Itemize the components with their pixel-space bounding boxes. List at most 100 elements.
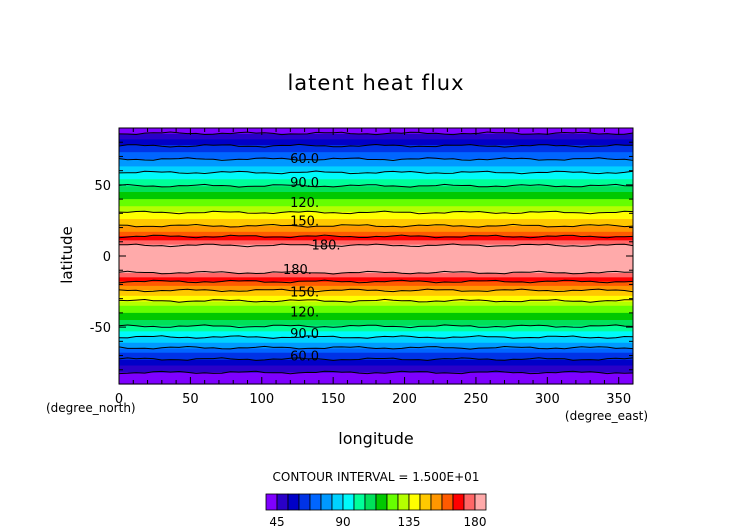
contour-band [119, 338, 633, 341]
contour-band [119, 277, 633, 280]
contour-band [119, 287, 633, 290]
contour-line [118, 324, 634, 329]
contour-band [119, 322, 633, 325]
x-tick-label: 50 [182, 392, 199, 407]
contour-band [119, 163, 633, 166]
colorbar-swatch [408, 493, 421, 511]
contour-band [119, 164, 633, 167]
contour-band [119, 321, 633, 324]
contour-band [119, 194, 633, 197]
contour-band [119, 376, 633, 379]
contour-band [119, 314, 633, 317]
contour-band [119, 318, 633, 321]
contour-label: 120. [290, 196, 319, 211]
contour-band [119, 327, 633, 330]
contour-band [119, 263, 633, 266]
contour-band [119, 146, 633, 149]
contour-band [119, 204, 633, 207]
contour-band [119, 298, 633, 301]
y-tick-label: -50 [90, 321, 111, 336]
colorbar-tick-label: 135 [398, 515, 421, 529]
contour-line [118, 279, 634, 284]
contour-band [119, 231, 633, 234]
contour-band [119, 268, 633, 271]
colorbar-swatch [364, 493, 377, 511]
contour-line [118, 170, 634, 175]
contour-band [119, 157, 633, 160]
contour-band [119, 173, 633, 176]
contour-band [119, 291, 633, 294]
contour-band [119, 233, 633, 236]
x-tick-label: 150 [321, 392, 346, 407]
contour-band [119, 364, 633, 367]
contour-band [119, 234, 633, 237]
contour-band [119, 221, 633, 224]
x-tick-label: 350 [606, 392, 631, 407]
contour-band [119, 244, 633, 247]
contour-band [119, 186, 633, 189]
contour-band [119, 273, 633, 276]
x-unit-label: (degree_east) [565, 409, 648, 423]
contour-band [119, 136, 633, 139]
colorbar-swatch [309, 493, 322, 511]
contour-band [119, 253, 633, 256]
contour-line [118, 357, 634, 361]
contour-band [119, 180, 633, 183]
contour-band [119, 201, 633, 204]
contour-band [119, 294, 633, 297]
colorbar-tick-label: 180 [464, 515, 487, 529]
colorbar-swatch [287, 493, 300, 511]
y-tick-label: 50 [94, 179, 111, 194]
contour-band [119, 341, 633, 344]
contour-band [119, 258, 633, 261]
chart-title: latent heat flux [287, 71, 464, 95]
contour-line [118, 370, 634, 375]
contour-band [119, 301, 633, 304]
contour-band [119, 325, 633, 328]
contour-band [119, 308, 633, 311]
contour-band [119, 247, 633, 250]
contour-band [119, 349, 633, 352]
contour-line [118, 243, 634, 248]
colorbar-tick-label: 90 [335, 515, 350, 529]
contour-band [119, 203, 633, 206]
contour-band [119, 160, 633, 163]
contour-band [119, 193, 633, 196]
contour-band [119, 246, 633, 249]
contour-band [119, 199, 633, 202]
contour-band [119, 162, 633, 165]
contour-band [119, 132, 633, 135]
contour-band [119, 182, 633, 185]
contour-lines [118, 131, 634, 375]
x-tick-label: 250 [464, 392, 489, 407]
contour-band [119, 150, 633, 153]
contour-band [119, 159, 633, 162]
contour-band [119, 176, 633, 179]
contour-band [119, 337, 633, 340]
contour-label: 180. [312, 239, 341, 254]
contour-band [119, 378, 633, 381]
contour-band [119, 179, 633, 182]
contour-band [119, 374, 633, 377]
contour-band [119, 211, 633, 214]
plot-area: 60.0 90.0 120. 150. 180.180. 150. 120. 90.0 60.0… [90, 127, 634, 407]
colorbar-swatch [474, 493, 487, 511]
contour-band [119, 237, 633, 240]
contour-band [119, 305, 633, 308]
contour-band [119, 145, 633, 148]
x-tick-label: 200 [392, 392, 417, 407]
contour-band [119, 275, 633, 278]
contour-band [119, 257, 633, 260]
colorbar-tick-label: 45 [269, 515, 284, 529]
y-axis-label: latitude [58, 226, 76, 284]
contour-band [119, 334, 633, 337]
colorbar-swatch [452, 493, 465, 511]
colorbar-swatch [276, 493, 289, 511]
contour-band [119, 300, 633, 303]
contour-band [119, 312, 633, 315]
contour-band [119, 331, 633, 334]
contour-band [119, 354, 633, 357]
contour-band [119, 223, 633, 226]
contour-band [119, 310, 633, 313]
contour-label: 120. [290, 305, 319, 320]
